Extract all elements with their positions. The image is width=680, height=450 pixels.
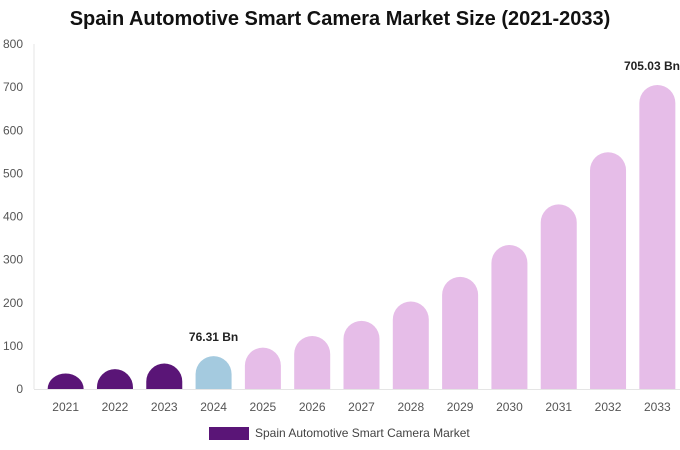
legend: Spain Automotive Smart Camera Market bbox=[209, 426, 470, 440]
y-tick-label: 100 bbox=[3, 339, 23, 353]
x-tick-label: 2021 bbox=[52, 400, 79, 414]
legend-label: Spain Automotive Smart Camera Market bbox=[255, 426, 470, 440]
y-tick-label: 200 bbox=[3, 296, 23, 310]
y-tick-label: 700 bbox=[3, 80, 23, 94]
y-tick-label: 300 bbox=[3, 253, 23, 267]
x-tick-label: 2027 bbox=[348, 400, 375, 414]
y-tick-label: 800 bbox=[3, 37, 23, 51]
bar-2033 bbox=[639, 84, 676, 389]
bar-2029 bbox=[442, 276, 479, 389]
bar-2031 bbox=[540, 204, 577, 389]
bar-2032 bbox=[590, 152, 627, 389]
data-label-2033: 705.03 Bn bbox=[624, 59, 680, 73]
bar-2026 bbox=[294, 335, 331, 389]
bar-2030 bbox=[491, 244, 528, 389]
x-tick-label: 2033 bbox=[644, 400, 671, 414]
x-tick-label: 2032 bbox=[595, 400, 622, 414]
x-tick-label: 2022 bbox=[102, 400, 129, 414]
x-tick-label: 2030 bbox=[496, 400, 523, 414]
x-tick-label: 2031 bbox=[545, 400, 572, 414]
legend-swatch bbox=[209, 426, 249, 440]
bar-2022 bbox=[96, 369, 133, 389]
x-tick-label: 2028 bbox=[397, 400, 424, 414]
bar-2025 bbox=[244, 347, 281, 389]
y-tick-label: 600 bbox=[3, 123, 23, 137]
x-tick-label: 2029 bbox=[447, 400, 474, 414]
y-tick-label: 500 bbox=[3, 166, 23, 180]
bar-2028 bbox=[392, 301, 429, 389]
bar-2023 bbox=[146, 363, 183, 389]
bar-2021 bbox=[47, 373, 84, 389]
x-tick-label: 2024 bbox=[200, 400, 227, 414]
x-tick-label: 2026 bbox=[299, 400, 326, 414]
bar-2027 bbox=[343, 320, 380, 389]
chart-title: Spain Automotive Smart Camera Market Siz… bbox=[69, 8, 611, 30]
x-tick-label: 2023 bbox=[151, 400, 178, 414]
x-tick-label: 2025 bbox=[250, 400, 277, 414]
bar-2024 bbox=[195, 356, 232, 389]
y-tick-label: 0 bbox=[16, 382, 23, 396]
data-label-2024: 76.31 Bn bbox=[189, 330, 238, 344]
y-tick-label: 400 bbox=[3, 210, 23, 224]
